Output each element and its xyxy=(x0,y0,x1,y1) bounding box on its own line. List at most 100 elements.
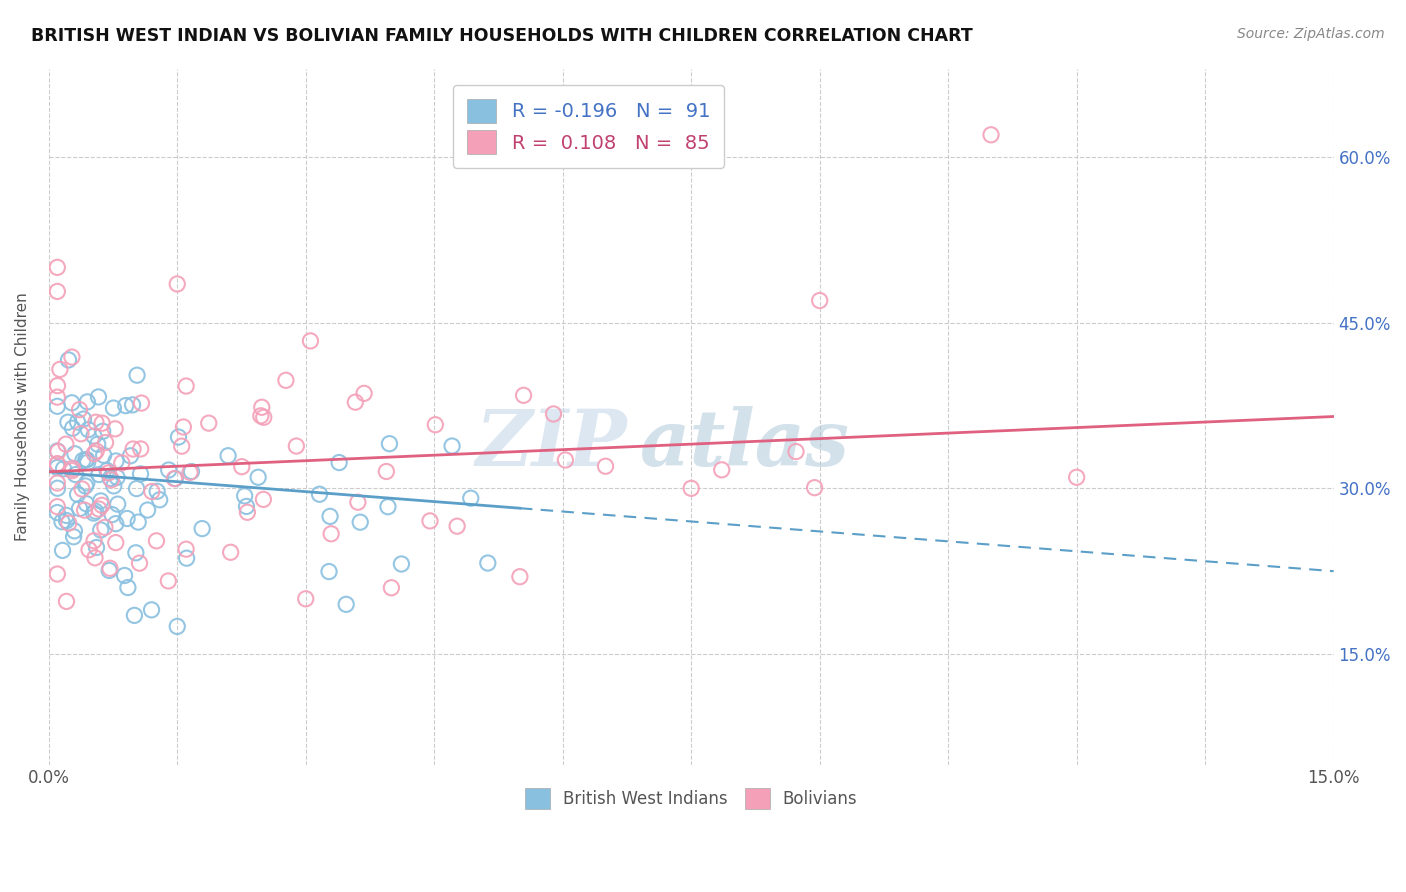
Point xyxy=(83,447,105,461)
Point xyxy=(75,453,97,467)
Point xyxy=(84,550,107,565)
Point xyxy=(100,473,122,487)
Point xyxy=(129,442,152,456)
Point xyxy=(344,395,367,409)
Point xyxy=(63,447,86,461)
Point xyxy=(73,503,96,517)
Point xyxy=(55,594,77,608)
Point xyxy=(104,422,127,436)
Point xyxy=(377,500,399,514)
Point xyxy=(543,407,565,421)
Point xyxy=(60,350,83,364)
Point xyxy=(980,128,1002,142)
Point xyxy=(446,519,468,533)
Point xyxy=(166,277,188,291)
Point xyxy=(72,453,94,467)
Point xyxy=(681,481,703,495)
Point xyxy=(163,472,186,486)
Point xyxy=(46,506,69,520)
Point xyxy=(83,506,105,520)
Point xyxy=(141,603,163,617)
Point xyxy=(247,470,270,484)
Point xyxy=(52,462,75,476)
Point xyxy=(55,508,77,523)
Point xyxy=(46,285,69,299)
Point xyxy=(76,475,98,490)
Point xyxy=(349,515,371,529)
Point xyxy=(104,454,127,468)
Point xyxy=(174,542,197,557)
Text: ZIP: ZIP xyxy=(475,406,627,483)
Point xyxy=(1066,470,1088,484)
Point xyxy=(58,516,80,530)
Point xyxy=(55,437,77,451)
Point xyxy=(91,416,114,430)
Point xyxy=(98,561,121,575)
Point xyxy=(46,399,69,413)
Point xyxy=(111,456,134,470)
Point xyxy=(299,334,322,348)
Point xyxy=(51,515,73,529)
Point xyxy=(46,457,69,471)
Point xyxy=(101,508,124,522)
Point xyxy=(94,435,117,450)
Legend: British West Indians, Bolivians: British West Indians, Bolivians xyxy=(519,781,865,815)
Point xyxy=(125,368,148,383)
Point xyxy=(62,461,84,475)
Point xyxy=(77,423,100,437)
Point xyxy=(86,437,108,451)
Point xyxy=(87,467,110,482)
Point xyxy=(90,498,112,512)
Point xyxy=(149,492,172,507)
Point xyxy=(46,460,69,475)
Point xyxy=(477,556,499,570)
Point xyxy=(165,471,187,485)
Point xyxy=(60,464,83,478)
Point xyxy=(46,378,69,392)
Point xyxy=(157,463,180,477)
Point xyxy=(378,436,401,450)
Point xyxy=(274,373,297,387)
Point xyxy=(308,487,330,501)
Point xyxy=(46,390,69,404)
Point xyxy=(122,442,145,456)
Point xyxy=(353,386,375,401)
Point xyxy=(285,439,308,453)
Point xyxy=(104,535,127,549)
Text: atlas: atlas xyxy=(640,406,849,483)
Point xyxy=(231,459,253,474)
Point xyxy=(250,401,273,415)
Point xyxy=(197,416,219,430)
Point xyxy=(94,520,117,534)
Point xyxy=(114,568,136,582)
Point xyxy=(157,574,180,588)
Point xyxy=(103,479,125,493)
Point xyxy=(191,522,214,536)
Point xyxy=(65,467,87,482)
Point xyxy=(509,570,531,584)
Point xyxy=(391,557,413,571)
Point xyxy=(83,429,105,443)
Point xyxy=(328,456,350,470)
Point xyxy=(294,591,316,606)
Point xyxy=(66,415,89,429)
Point xyxy=(129,467,152,481)
Point xyxy=(595,459,617,474)
Point xyxy=(180,465,202,479)
Point xyxy=(84,415,107,429)
Point xyxy=(93,448,115,462)
Point xyxy=(170,439,193,453)
Point xyxy=(319,509,342,524)
Point xyxy=(87,390,110,404)
Point xyxy=(419,514,441,528)
Point xyxy=(105,470,128,484)
Point xyxy=(128,556,150,570)
Point xyxy=(375,465,398,479)
Point xyxy=(145,533,167,548)
Point xyxy=(172,420,194,434)
Point xyxy=(84,504,107,518)
Point xyxy=(104,516,127,531)
Point xyxy=(75,497,97,511)
Point xyxy=(46,475,69,490)
Point xyxy=(76,452,98,467)
